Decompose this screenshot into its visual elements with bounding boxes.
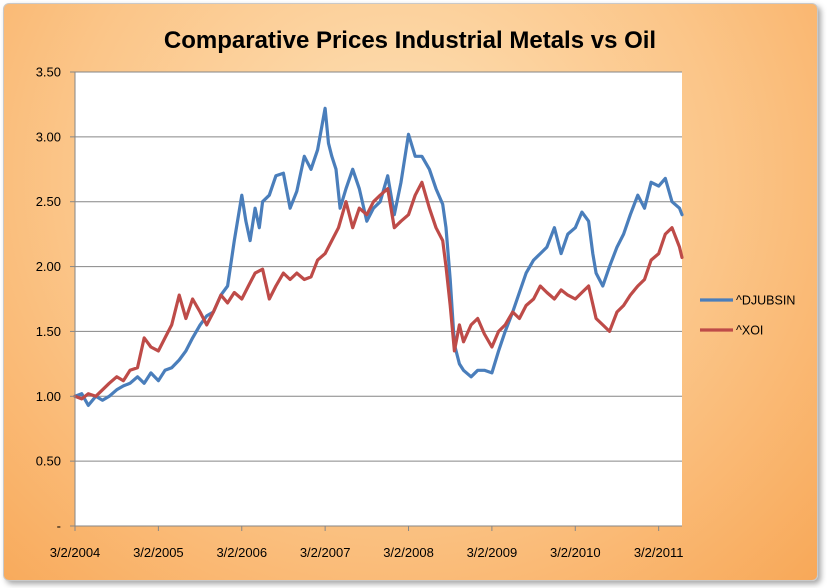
y-tick-label: 3.00 [36, 129, 61, 144]
x-tick-label: 3/2/2007 [300, 545, 351, 560]
series-lines [73, 106, 684, 407]
x-axis-ticks: 3/2/2004 3/2/2005 3/2/2006 3/2/2007 3/2/2008… [50, 526, 684, 560]
gridlines [75, 71, 682, 462]
y-tick-label: 1.50 [36, 324, 61, 339]
x-tick-label: 3/2/2011 [634, 545, 684, 560]
legend: ^DJUBSIN ^XOI [700, 294, 795, 338]
x-tick-label: 3/2/2008 [383, 545, 434, 560]
x-tick-label: 3/2/2009 [467, 545, 518, 560]
series-line-1 [73, 106, 684, 407]
y-tick-label: 0.50 [36, 454, 61, 469]
y-tick-label: 2.50 [36, 194, 61, 209]
legend-label: ^DJUBSIN [736, 294, 795, 308]
x-tick-label: 3/2/2004 [50, 545, 101, 560]
y-axis-ticks: - 0.50 1.00 1.50 2.00 2.50 3.00 3.50 [36, 65, 75, 534]
y-tick-label: 2.00 [36, 259, 61, 274]
x-tick-label: 3/2/2005 [133, 545, 184, 560]
x-tick-label: 3/2/2010 [550, 545, 601, 560]
y-tick-label: 3.50 [36, 65, 61, 80]
series-line-2 [73, 180, 684, 401]
y-tick-label: 1.00 [36, 389, 61, 404]
x-tick-label: 3/2/2006 [216, 545, 267, 560]
chart-title: Comparative Prices Industrial Metals vs … [164, 27, 656, 54]
y-tick-label: - [57, 519, 61, 534]
legend-label: ^XOI [736, 324, 763, 338]
plot-area [75, 72, 682, 526]
